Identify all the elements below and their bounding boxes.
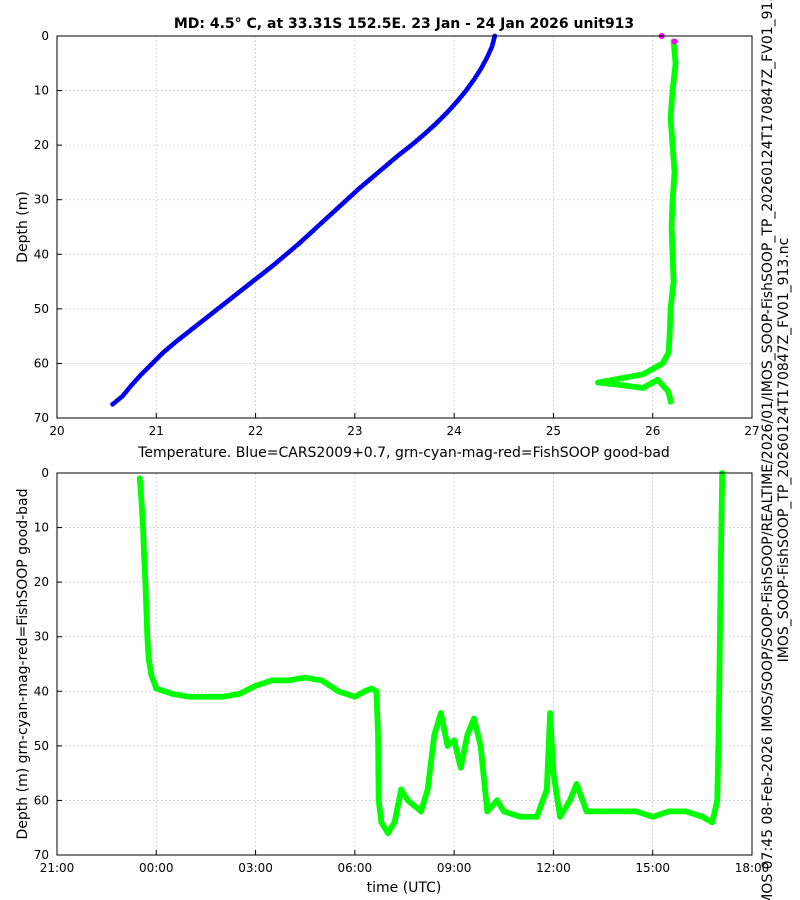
temperature-depth-panel: 20 21 22 23 24 25 26 27 0 10 20 30 40 50 60 70 Temperat…	[15, 29, 760, 461]
bottom-tick-labels: 21:00 00:00 03:00 06:00 09:00 12:00 15:00 18:00…	[34, 466, 770, 875]
bottom-x-tick-label: 21:00	[40, 861, 75, 875]
top-plot-frame	[56, 35, 753, 419]
top-y-tick-label: 20	[34, 138, 49, 152]
top-x-tick-label: 21	[149, 424, 164, 438]
chart-title: MD: 4.5° C, at 33.31S 152.5E. 23 Jan - 2…	[174, 16, 634, 32]
top-y-tick-label: 50	[34, 302, 49, 316]
top-x-tick-label: 25	[546, 424, 561, 438]
top-y-axis-label: Depth (m)	[15, 191, 31, 263]
bottom-x-tick-label: 15:00	[635, 861, 670, 875]
time-depth-panel: 21:00 00:00 03:00 06:00 09:00 12:00 15:00 18:00…	[15, 466, 769, 896]
bottom-y-tick-label: 60	[34, 793, 49, 807]
top-good-point	[667, 398, 674, 405]
top-x-tick-label: 24	[447, 424, 462, 438]
top-y-tick-label: 10	[34, 84, 49, 98]
bottom-y-tick-label: 0	[41, 466, 49, 480]
top-y-tick-label: 70	[34, 411, 49, 425]
bottom-plot-frame	[56, 472, 753, 856]
top-y-tick-label: 0	[41, 29, 49, 43]
bottom-data-points	[136, 470, 726, 837]
side-filename: IMOS_SOOP-FishSOOP_TP_20260124T170847Z_F…	[776, 238, 792, 663]
side-credit-path: © IMOS 07:45 08-Feb-2026 IMOS/SOOP/SOOP-…	[760, 0, 776, 900]
top-y-tick-label: 60	[34, 356, 49, 370]
bottom-y-tick-label: 70	[34, 848, 49, 862]
bottom-y-tick-label: 50	[34, 739, 49, 753]
bottom-x-tick-label: 12:00	[536, 861, 571, 875]
top-flag-point	[671, 38, 678, 45]
top-tick-labels: 20 21 22 23 24 25 26 27 0 10 20 30 40 50 60 70	[34, 29, 760, 438]
bottom-y-tick-label: 40	[34, 684, 49, 698]
bottom-y-tick-label: 20	[34, 575, 49, 589]
top-data-points	[110, 33, 679, 407]
bottom-x-tick-label: 09:00	[437, 861, 472, 875]
top-x-tick-label: 20	[49, 424, 64, 438]
top-x-tick-label: 22	[248, 424, 263, 438]
bottom-x-tick-label: 03:00	[238, 861, 273, 875]
bottom-x-tick-label: 18:00	[735, 861, 770, 875]
top-x-tick-label: 26	[645, 424, 660, 438]
top-gridlines	[56, 35, 753, 419]
top-x-axis-label: Temperature. Blue=CARS2009+0.7, grn-cyan…	[137, 445, 670, 461]
top-cars-point	[110, 401, 115, 407]
top-y-tick-label: 40	[34, 247, 49, 261]
bottom-x-tick-label: 06:00	[338, 861, 373, 875]
top-y-tick-label: 30	[34, 193, 49, 207]
bottom-y-tick-label: 30	[34, 630, 49, 644]
bottom-y-axis-label: Depth (m) grn-cyan-mag-red=FishSOOP good…	[15, 489, 31, 840]
bottom-x-tick-label: 00:00	[139, 861, 174, 875]
bottom-y-tick-label: 10	[34, 521, 49, 535]
top-x-tick-label: 27	[744, 424, 759, 438]
top-x-tick-label: 23	[347, 424, 362, 438]
bottom-x-axis-label: time (UTC)	[367, 880, 442, 896]
